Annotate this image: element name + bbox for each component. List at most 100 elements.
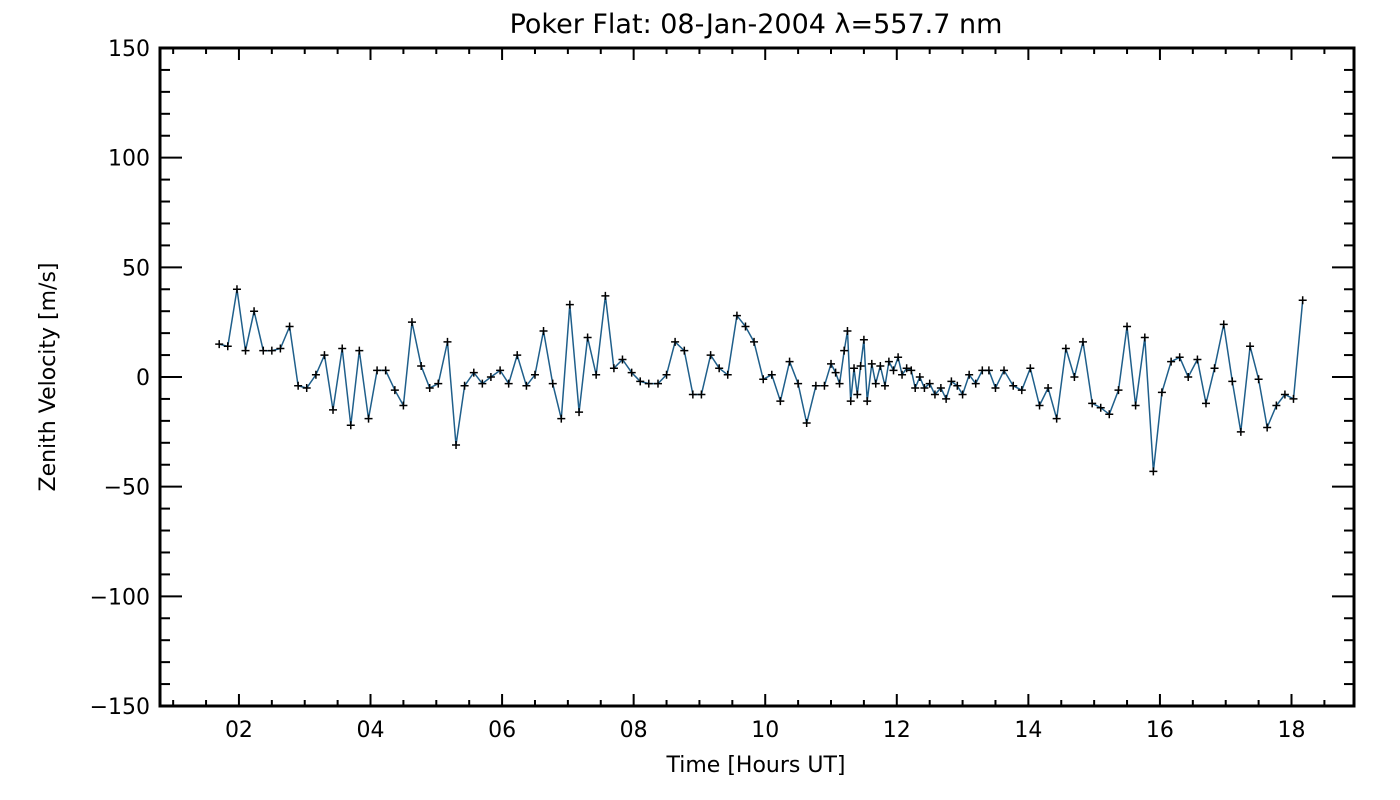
- data-point-marker: [1184, 373, 1193, 381]
- data-point-marker: [644, 379, 653, 388]
- data-point-marker: [697, 390, 706, 399]
- data-point-marker: [241, 346, 250, 355]
- data-point-marker: [850, 364, 859, 373]
- data-point-marker: [565, 300, 574, 309]
- data-point-marker: [991, 383, 1000, 392]
- data-point-marker: [715, 364, 724, 373]
- data-point-marker: [364, 414, 373, 423]
- x-tick-label: 10: [751, 718, 779, 743]
- data-point-marker: [958, 390, 967, 399]
- data-point-marker: [496, 366, 505, 375]
- data-point-marker: [504, 379, 513, 388]
- data-point-marker: [215, 340, 224, 349]
- data-point-marker: [1131, 401, 1140, 410]
- data-point-marker: [750, 337, 759, 346]
- x-tick-label: 02: [225, 718, 253, 743]
- x-tick-label: 14: [1014, 718, 1042, 743]
- data-point-marker: [390, 386, 399, 395]
- data-point-marker: [911, 383, 920, 392]
- data-point-marker: [592, 370, 601, 379]
- data-point-marker: [1246, 342, 1255, 351]
- data-point-marker: [898, 370, 907, 379]
- data-point-marker: [856, 362, 865, 371]
- x-tick-label: 18: [1278, 718, 1306, 743]
- data-point-marker: [785, 357, 794, 366]
- data-point-marker: [1052, 414, 1061, 423]
- x-tick-label: 16: [1146, 718, 1174, 743]
- data-point-marker: [232, 285, 241, 294]
- data-point-marker: [889, 366, 898, 375]
- data-point-marker: [884, 357, 893, 366]
- axis-tick-labels: 02 04 06 08 10 12 14 16 18 −150 −100 −50 0 50 100 150: [90, 37, 1306, 743]
- data-point-marker: [863, 397, 872, 406]
- data-point-marker: [329, 405, 338, 414]
- x-tick-label: 06: [488, 718, 516, 743]
- data-point-marker: [867, 359, 876, 368]
- data-point-marker: [285, 322, 294, 331]
- data-point-marker: [1228, 377, 1237, 386]
- data-point-marker: [835, 379, 844, 388]
- data-point-marker: [907, 366, 916, 375]
- data-point-marker: [776, 397, 785, 406]
- data-point-marker: [1219, 320, 1228, 329]
- data-point-marker: [653, 379, 662, 388]
- data-point-marker: [1149, 467, 1158, 476]
- data-point-marker: [618, 355, 627, 364]
- data-point-marker: [723, 370, 732, 379]
- data-point-marker: [311, 370, 320, 379]
- data-point-marker: [965, 370, 974, 379]
- data-point-marker: [548, 379, 557, 388]
- data-point-marker: [434, 379, 443, 388]
- data-point-marker: [460, 381, 469, 390]
- data-point-marker: [1070, 373, 1079, 381]
- data-point-marker: [575, 408, 584, 417]
- x-tick-label: 12: [883, 718, 911, 743]
- data-point-marker: [915, 373, 924, 381]
- data-point-marker: [671, 337, 680, 346]
- data-point-marker: [840, 346, 849, 355]
- data-point-marker: [936, 383, 945, 392]
- data-point-marker: [320, 351, 329, 360]
- y-tick-label: −100: [90, 585, 150, 610]
- data-point-marker: [794, 379, 803, 388]
- data-point-marker: [662, 370, 671, 379]
- data-point-marker: [1157, 388, 1166, 397]
- data-point-marker: [942, 394, 951, 403]
- data-point-marker: [250, 307, 259, 316]
- data-point-marker: [876, 362, 885, 371]
- data-point-marker: [469, 368, 478, 377]
- data-point-marker: [1026, 364, 1035, 373]
- data-point-marker: [478, 379, 487, 388]
- data-point-marker: [294, 381, 303, 390]
- data-point-marker: [688, 390, 697, 399]
- data-point-marker: [1167, 357, 1176, 366]
- data-point-marker: [1017, 386, 1026, 395]
- data-point-marker: [1009, 381, 1018, 390]
- data-point-marker: [831, 368, 840, 377]
- data-point-marker: [902, 364, 911, 373]
- data-point-marker: [557, 414, 566, 423]
- data-point-marker: [947, 377, 956, 386]
- y-tick-label: −50: [104, 476, 150, 501]
- x-axis-label: Time [Hours UT]: [666, 753, 846, 778]
- data-point-marker: [539, 326, 548, 335]
- data-point-marker: [276, 344, 285, 353]
- data-point-marker: [820, 381, 829, 390]
- data-point-marker: [1236, 427, 1245, 436]
- data-point-marker: [767, 370, 776, 379]
- data-point-marker: [925, 379, 934, 388]
- data-point-marker: [1096, 403, 1105, 412]
- data-point-marker: [417, 362, 426, 371]
- data-point-marker: [1114, 386, 1123, 395]
- data-point-marker: [971, 379, 980, 388]
- data-point-marker: [930, 390, 939, 399]
- y-tick-label: 150: [108, 37, 150, 62]
- y-tick-label: 0: [136, 366, 150, 391]
- y-axis-label: Zenith Velocity [m/s]: [36, 263, 61, 492]
- chart-title: Poker Flat: 08-Jan-2004 λ=557.7 nm: [510, 9, 1003, 40]
- y-tick-label: 100: [108, 147, 150, 172]
- data-point-marker: [627, 368, 636, 377]
- data-point-marker: [338, 344, 347, 353]
- data-point-marker: [706, 351, 715, 360]
